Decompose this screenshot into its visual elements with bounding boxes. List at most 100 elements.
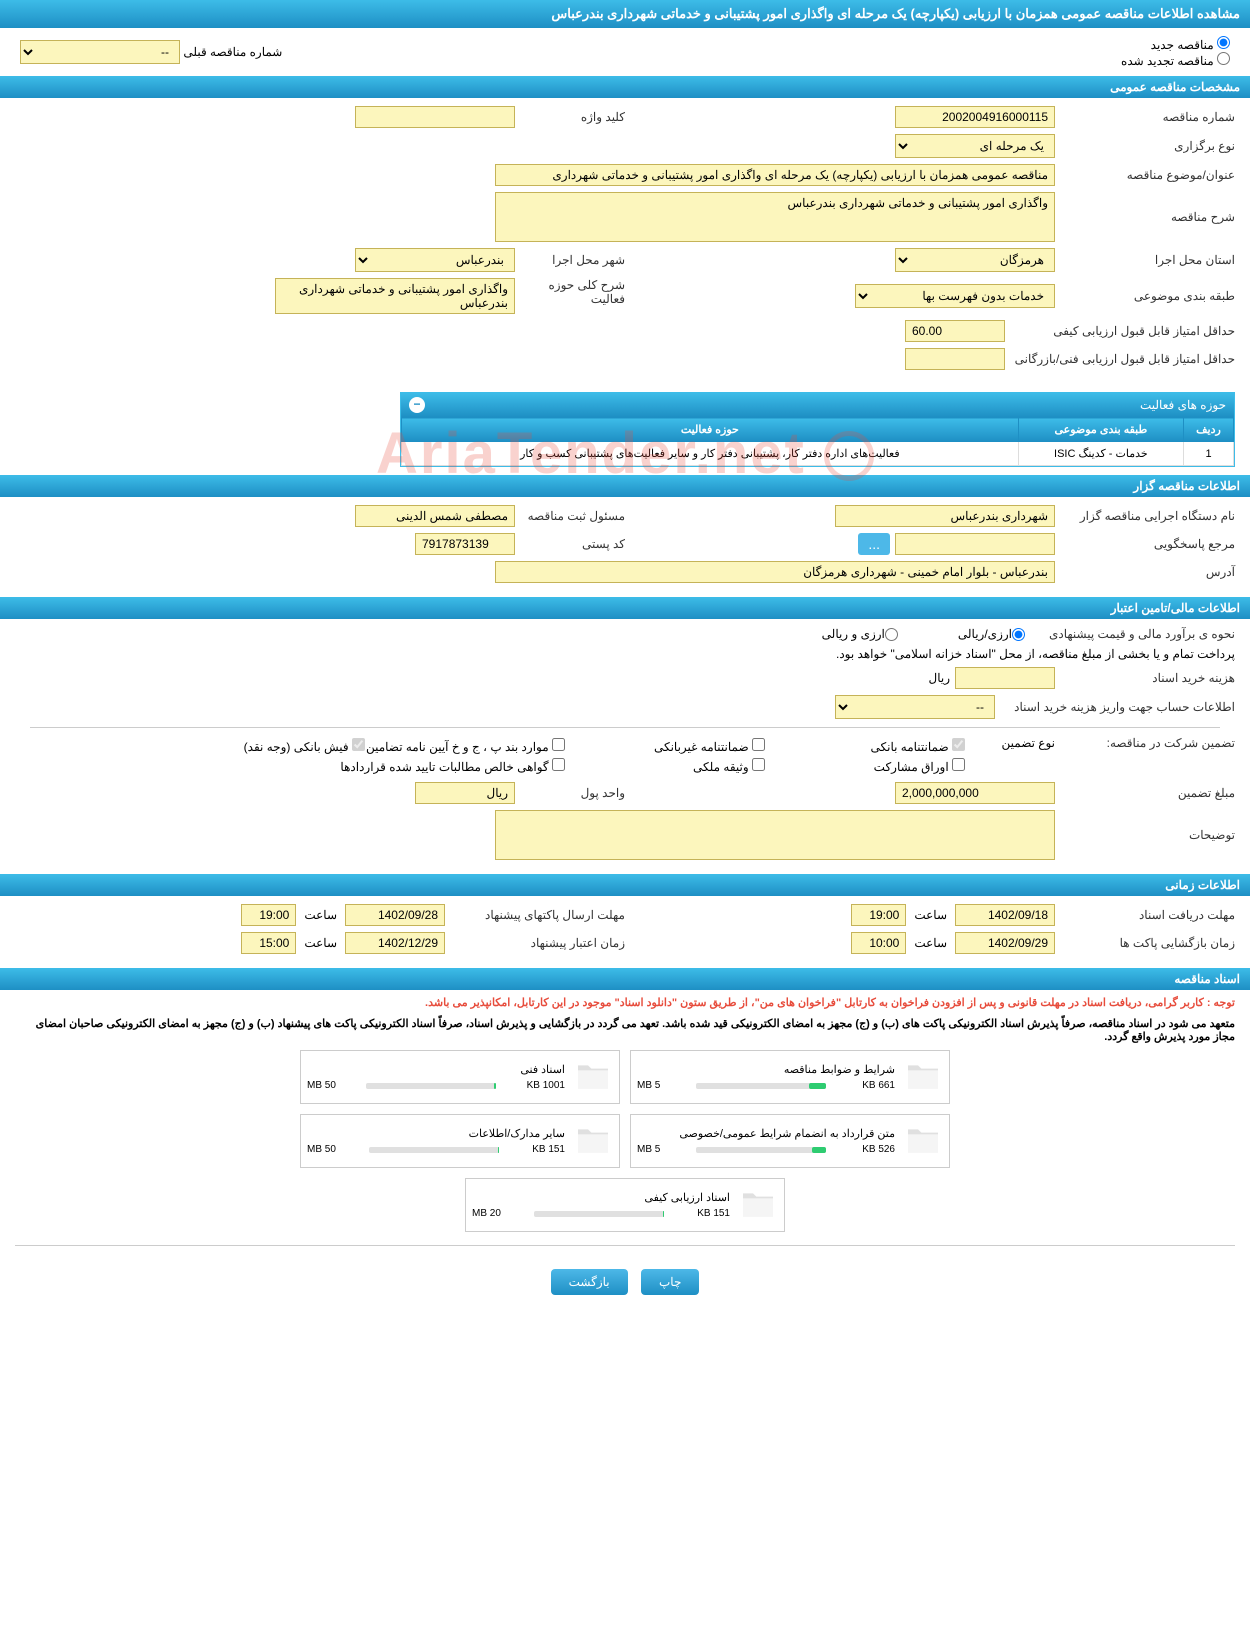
activity-table-title: حوزه های فعالیت [1140,398,1226,412]
file-used: 151 KB [532,1144,565,1155]
chk-bank-guarantee[interactable] [952,738,965,751]
address-label: آدرس [1055,565,1235,579]
lbl-bank-guarantee: ضمانتنامه بانکی [870,740,948,754]
lbl-clauses: موارد بند پ ، ج و خ آیین نامه تضامین [366,740,549,754]
file-used: 661 KB [862,1080,895,1091]
response-label: مرجع پاسخگویی [1055,537,1235,551]
receive-time-input[interactable] [851,904,906,926]
validity-time-input[interactable] [241,932,296,954]
file-title: اسناد فنی [307,1063,565,1076]
file-box[interactable]: سایر مدارک/اطلاعات 151 KB 50 MB [300,1114,620,1168]
file-box[interactable]: اسناد ارزیابی کیفی151 KB20 MB [465,1178,785,1232]
th-field: حوزه فعالیت [402,418,1019,442]
validity-time-label: ساعت [304,936,337,950]
folder-icon [903,1121,943,1161]
chk-nonbank-guarantee[interactable] [752,738,765,751]
chk-cash[interactable] [352,738,365,751]
print-button[interactable]: چاپ [641,1269,699,1295]
chk-property[interactable] [752,758,765,771]
tender-no-input[interactable] [895,106,1055,128]
type-select[interactable]: یک مرحله ای [895,134,1055,158]
category-select[interactable]: خدمات بدون فهرست بها [855,284,1055,308]
open-time-input[interactable] [851,932,906,954]
chk-clauses[interactable] [552,738,565,751]
th-category: طبقه بندی موضوعی [1018,418,1183,442]
min-tech-label: حداقل امتیاز قابل قبول ارزیابی فنی/بازرگ… [1005,352,1235,366]
desc-textarea[interactable]: واگذاری امور پشتیبانی و خدماتی شهرداری ب… [495,192,1055,242]
collapse-icon[interactable]: − [409,397,425,413]
file-title: اسناد ارزیابی کیفی [472,1191,730,1204]
radio-renew-tender[interactable] [1217,52,1230,65]
folder-icon [573,1121,613,1161]
receive-date-input[interactable] [955,904,1055,926]
radio-both[interactable] [885,628,898,641]
type-label: نوع برگزاری [1055,139,1235,153]
open-date-input[interactable] [955,932,1055,954]
guarantee-label: تضمین شرکت در مناقصه: [1055,736,1235,750]
lbl-cash: فیش بانکی (وجه نقد) [244,740,349,754]
radio-rial[interactable] [1012,628,1025,641]
send-time-label: ساعت [304,908,337,922]
amount-label: مبلغ تضمین [1055,786,1235,800]
receive-time-label: ساعت [914,908,947,922]
account-select[interactable]: -- [835,695,995,719]
chk-receivables[interactable] [552,758,565,771]
reg-person-input[interactable] [355,505,515,527]
page-title: مشاهده اطلاعات مناقصه عمومی همزمان با ار… [0,0,1250,28]
estimate-label: نحوه ی برآورد مالی و قیمت پیشنهادی [1025,627,1235,641]
prev-tender-select[interactable]: -- [20,40,180,64]
file-box[interactable]: شرایط و ضوابط مناقصه 661 KB 5 MB [630,1050,950,1104]
keyword-input[interactable] [355,106,515,128]
folder-icon [738,1185,778,1225]
city-select[interactable]: بندرعباس [355,248,515,272]
postcode-input[interactable] [415,533,515,555]
chk-bonds[interactable] [952,758,965,771]
section-organizer: اطلاعات مناقصه گزار [0,475,1250,497]
file-title: متن قرارداد به انضمام شرایط عمومی/خصوصی [637,1127,895,1140]
lbl-receivables: گواهی خالص مطالبات تایید شده قراردادها [340,760,548,774]
amount-input[interactable] [895,782,1055,804]
table-row: 1 خدمات - کدینگ ISIC فعالیت‌های اداره دف… [402,442,1234,466]
file-title: سایر مدارک/اطلاعات [307,1127,565,1140]
payment-note: پرداخت تمام و یا بخشی از مبلغ مناقصه، از… [836,647,1235,661]
file-total: 5 MB [637,1144,660,1155]
file-box[interactable]: متن قرارداد به انضمام شرایط عمومی/خصوصی 5… [630,1114,950,1168]
file-total: 50 MB [307,1144,336,1155]
folder-icon [573,1057,613,1097]
send-date-input[interactable] [345,904,445,926]
send-time-input[interactable] [241,904,296,926]
label-rial: ارزی/ریالی [958,627,1012,641]
doc-cost-input[interactable] [955,667,1055,689]
section-documents: اسناد مناقصه [0,968,1250,990]
fin-desc-textarea[interactable] [495,810,1055,860]
label-both: ارزی و ریالی [822,627,885,641]
address-input[interactable] [495,561,1055,583]
section-general: مشخصات مناقصه عمومی [0,76,1250,98]
min-tech-input[interactable] [905,348,1005,370]
subject-input[interactable] [495,164,1055,186]
response-input[interactable] [895,533,1055,555]
file-total: 5 MB [637,1080,660,1091]
province-label: استان محل اجرا [1055,253,1235,267]
lbl-bonds: اوراق مشارکت [874,760,949,774]
doc-cost-label: هزینه خرید اسناد [1055,671,1235,685]
open-time-label: ساعت [914,936,947,950]
subject-label: عنوان/موضوع مناقصه [1055,168,1235,182]
exec-input[interactable] [835,505,1055,527]
open-label: زمان بازگشایی پاکت ها [1055,936,1235,950]
send-label: مهلت ارسال پاکتهای پیشنهاد [445,908,625,922]
back-button[interactable]: بازگشت [551,1269,628,1295]
radio-new-tender[interactable] [1217,36,1230,49]
file-total: 20 MB [472,1208,501,1219]
account-label: اطلاعات حساب جهت واریز هزینه خرید اسناد [995,700,1235,714]
file-box[interactable]: اسناد فنی1001 KB50 MB [300,1050,620,1104]
browse-button[interactable]: ... [858,533,890,555]
file-title: شرایط و ضوابط مناقصه [637,1063,895,1076]
activity-desc-textarea[interactable]: واگذاری امور پشتیبانی و خدماتی شهرداری ب… [275,278,515,314]
min-quality-input[interactable] [905,320,1005,342]
validity-date-input[interactable] [345,932,445,954]
unit-label: واحد پول [515,786,625,800]
province-select[interactable]: هرمزگان [895,248,1055,272]
unit-input[interactable] [415,782,515,804]
tender-no-label: شماره مناقصه [1055,110,1235,124]
